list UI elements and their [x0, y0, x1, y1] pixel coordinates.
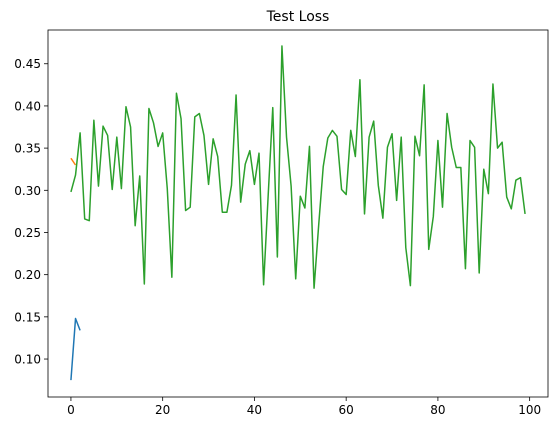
- series-line-1: [70, 317, 81, 381]
- y-tick-label: 0.30: [14, 184, 41, 198]
- y-tick-label: 0.25: [14, 226, 41, 240]
- series-line-3: [70, 45, 526, 289]
- x-tick-label: 40: [247, 403, 262, 417]
- series-layer: [70, 45, 526, 381]
- x-tick-label: 20: [155, 403, 170, 417]
- y-tick-label: 0.15: [14, 310, 41, 324]
- x-tick-label: 80: [430, 403, 445, 417]
- y-tick-label: 0.45: [14, 57, 41, 71]
- x-tick-label: 60: [339, 403, 354, 417]
- x-axis: 0 20 40 60 80 100: [67, 397, 541, 417]
- y-tick-label: 0.10: [14, 353, 41, 367]
- y-tick-label: 0.40: [14, 99, 41, 113]
- y-axis: 0.10 0.15 0.20 0.25 0.30 0.35 0.40 0.45: [14, 57, 48, 367]
- x-tick-label: 0: [67, 403, 75, 417]
- series-line-2: [70, 157, 77, 166]
- y-tick-label: 0.20: [14, 268, 41, 282]
- x-tick-label: 100: [518, 403, 541, 417]
- plot-frame: [47, 29, 549, 398]
- chart-title: Test Loss: [266, 9, 330, 25]
- y-tick-label: 0.35: [14, 142, 41, 156]
